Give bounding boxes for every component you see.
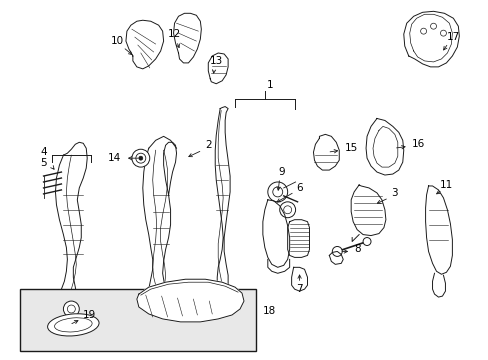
Circle shape bbox=[279, 202, 295, 218]
Polygon shape bbox=[55, 142, 87, 317]
Text: 4: 4 bbox=[40, 147, 47, 157]
Circle shape bbox=[362, 238, 370, 246]
Circle shape bbox=[332, 247, 342, 256]
Circle shape bbox=[267, 182, 287, 202]
Circle shape bbox=[132, 149, 149, 167]
Text: 19: 19 bbox=[82, 310, 96, 320]
Polygon shape bbox=[173, 13, 201, 63]
Polygon shape bbox=[126, 20, 163, 69]
Text: 9: 9 bbox=[278, 167, 285, 177]
Polygon shape bbox=[366, 118, 403, 175]
Text: 2: 2 bbox=[204, 140, 211, 150]
Text: 18: 18 bbox=[263, 306, 276, 316]
Text: 15: 15 bbox=[344, 143, 357, 153]
Text: 11: 11 bbox=[439, 180, 452, 190]
Circle shape bbox=[63, 301, 79, 317]
Polygon shape bbox=[328, 251, 343, 264]
Text: 17: 17 bbox=[446, 32, 459, 42]
Polygon shape bbox=[137, 279, 244, 322]
Polygon shape bbox=[215, 107, 230, 295]
Polygon shape bbox=[142, 142, 176, 315]
Text: 1: 1 bbox=[266, 80, 273, 90]
Polygon shape bbox=[263, 200, 289, 267]
Polygon shape bbox=[287, 220, 309, 257]
Text: 5: 5 bbox=[40, 158, 47, 168]
Bar bbox=[20, 289, 255, 351]
Polygon shape bbox=[313, 134, 339, 170]
Text: 7: 7 bbox=[296, 284, 302, 294]
Circle shape bbox=[139, 156, 142, 160]
Text: 8: 8 bbox=[353, 244, 360, 255]
Text: 6: 6 bbox=[296, 183, 302, 193]
Ellipse shape bbox=[47, 314, 99, 336]
Polygon shape bbox=[291, 267, 307, 291]
Text: 13: 13 bbox=[209, 56, 223, 66]
Polygon shape bbox=[403, 11, 458, 67]
Text: 16: 16 bbox=[411, 139, 425, 149]
Polygon shape bbox=[350, 185, 385, 235]
Polygon shape bbox=[208, 53, 228, 84]
Text: 3: 3 bbox=[391, 188, 397, 198]
Text: 10: 10 bbox=[110, 36, 123, 46]
Text: 12: 12 bbox=[167, 29, 181, 39]
Text: 14: 14 bbox=[107, 153, 121, 163]
Polygon shape bbox=[425, 186, 451, 274]
